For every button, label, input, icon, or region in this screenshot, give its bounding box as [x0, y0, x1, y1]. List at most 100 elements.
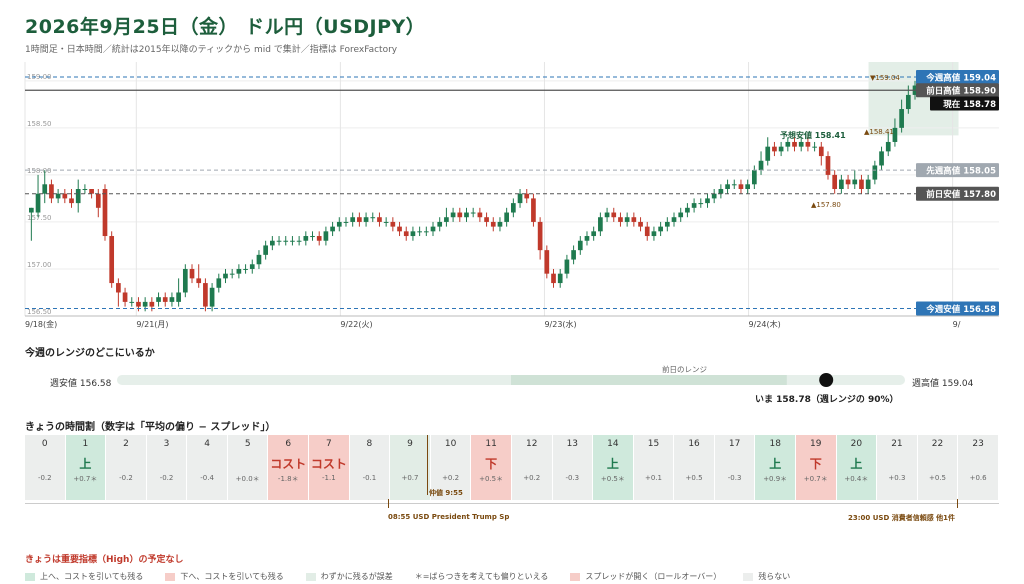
candle-body	[182, 268, 188, 293]
candle-body	[618, 217, 623, 222]
hour-number: 14	[607, 439, 619, 449]
candle-body	[738, 184, 744, 189]
candle-body	[390, 221, 396, 227]
hour-number: 18	[769, 439, 781, 449]
hour-value: +0.7＊	[73, 475, 98, 483]
legend-item: 上へ、コストを引いても残る	[25, 571, 143, 582]
hour-value: +0.5＊	[479, 475, 504, 483]
hour-number: 4	[204, 439, 210, 449]
hour-number: 9	[407, 439, 413, 449]
candle-body	[323, 231, 329, 241]
candle-body	[403, 231, 409, 237]
candle-body	[731, 184, 737, 186]
hour-value: -1.8＊	[277, 475, 299, 483]
hour-number: 13	[566, 439, 579, 449]
candle-body	[162, 297, 168, 302]
hour-number: 5	[244, 439, 251, 449]
candle-body	[249, 264, 255, 269]
hour-value: +0.6	[969, 474, 987, 482]
candlestick-chart: 159.00158.50158.00157.50157.00156.509/18…	[24, 62, 999, 329]
y-tick-label: 157.50	[27, 214, 52, 222]
hour-signal: 下	[809, 457, 822, 471]
legend-item: 残らない	[743, 571, 790, 582]
hour-number: 3	[163, 439, 170, 449]
candle-body	[330, 226, 335, 232]
candle-body	[256, 254, 262, 265]
hour-value: -0.2	[159, 474, 174, 482]
y-tick-label: 158.00	[27, 167, 52, 175]
candle-body	[116, 283, 121, 293]
candle-body	[35, 193, 41, 213]
candle-body	[905, 94, 911, 110]
candle-body	[89, 189, 94, 194]
legend-label: 残らない	[758, 572, 791, 581]
level-label: 先週高値 158.05	[926, 166, 996, 177]
hour-number: 17	[728, 439, 741, 449]
candle-body	[129, 301, 135, 303]
candle-body	[638, 221, 643, 227]
hour-cell-6: 6 コスト -1.8＊	[268, 435, 310, 500]
candle-body	[839, 179, 844, 189]
page-title: 2026年9月25日（金） ドル円（USDJPY）	[25, 16, 426, 38]
range-section-title: 今週のレンジのどこにいるか	[25, 348, 155, 359]
candle-body	[55, 193, 61, 199]
annotation: ▲158.41	[864, 128, 894, 136]
hour-cell-22: 22 +0.5	[917, 435, 959, 500]
candle-body	[423, 231, 429, 233]
candle-body	[223, 273, 228, 279]
hour-cell-5: 5 +0.0＊	[227, 435, 269, 500]
candle-body	[899, 109, 904, 128]
candle-body	[377, 217, 382, 222]
legend-label: スプレッドが開く（ロールオーバー）	[585, 572, 722, 581]
candle-body	[444, 217, 449, 222]
candle-body	[357, 217, 362, 222]
candle-body	[865, 179, 871, 189]
level-label: 今週安値 156.58	[925, 304, 996, 315]
candle-body	[290, 240, 295, 242]
candle-body	[49, 184, 54, 199]
candle-body	[571, 250, 576, 260]
candle-body	[410, 231, 416, 237]
hour-number: 2	[123, 439, 129, 449]
x-tick-label: 9/18(金)	[25, 319, 57, 329]
hour-signal: 上	[79, 457, 92, 471]
candle-body	[109, 236, 115, 284]
level-label: 今週高値 159.04	[925, 73, 996, 84]
hour-number: 7	[325, 439, 332, 449]
hour-grid: 0 -0.2 1 上 +0.7＊ 2 -0.2 3 -0.2 4 -0.4 5 +0.0＊ 6 コスト -1.…	[25, 435, 999, 500]
legend-swatch	[570, 572, 581, 581]
candle-body	[437, 221, 443, 227]
candle-body	[363, 217, 369, 222]
hour-cell-2: 2 -0.2	[106, 435, 147, 500]
hour-cell-3: 3 -0.2	[146, 435, 188, 500]
candle-body	[176, 292, 181, 302]
hour-value: -0.1	[362, 474, 377, 482]
candle-body	[477, 212, 483, 218]
candle-body	[718, 189, 724, 194]
level-tag	[916, 83, 999, 98]
hour-cell-4: 4 -0.4	[187, 435, 228, 500]
candle-body	[283, 240, 289, 242]
candle-body	[310, 236, 315, 238]
x-tick-label: 9/22(火)	[340, 320, 372, 329]
hour-number: 11	[485, 439, 497, 449]
hour-cell-8: 8 -0.1	[349, 435, 391, 500]
candle-body	[658, 226, 663, 232]
level-label: 前日高値 158.90	[926, 86, 996, 97]
candle-body	[136, 301, 141, 307]
candle-body	[812, 146, 817, 148]
candle-body	[892, 127, 898, 142]
candle-body	[470, 212, 476, 214]
candle-body	[664, 221, 670, 227]
hour-number: 6	[285, 439, 292, 449]
candle-body	[350, 217, 356, 222]
candle-body	[196, 278, 202, 284]
hour-cell-18: 18 上 +0.9＊	[755, 435, 796, 500]
hour-number: 19	[810, 439, 822, 449]
hour-value: -0.2	[37, 474, 52, 482]
hour-signal: 下	[485, 457, 498, 471]
candle-body	[316, 236, 322, 241]
legend-swatch	[305, 572, 316, 581]
hour-cell-0: 0 -0.2	[25, 435, 66, 500]
